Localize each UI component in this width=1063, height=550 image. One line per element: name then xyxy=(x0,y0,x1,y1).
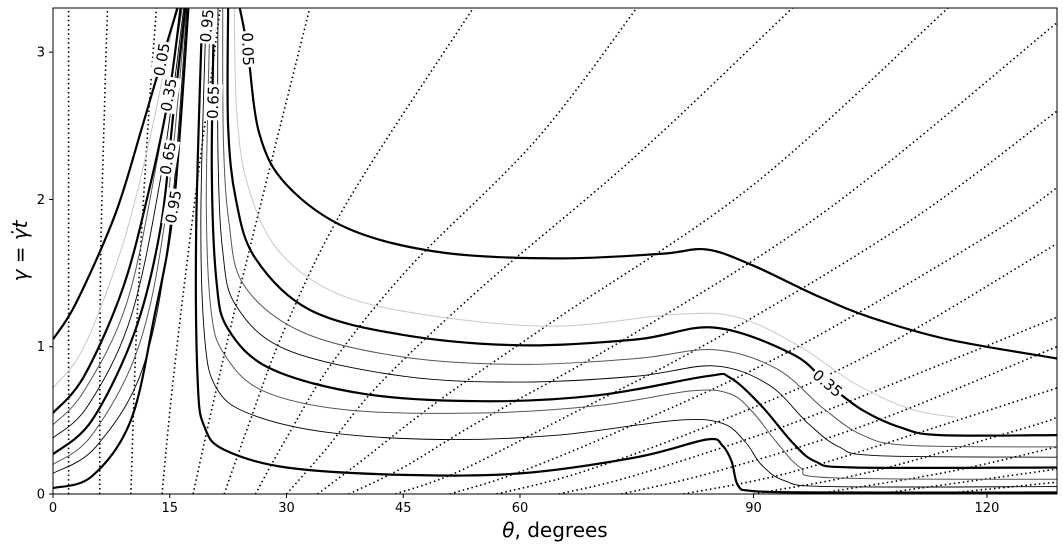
dotted-curve-12 xyxy=(496,242,1057,494)
x-axis-label-symbol: θ xyxy=(502,518,514,542)
contour-label-text: 0.95 xyxy=(197,8,218,43)
dotted-curve-7 xyxy=(285,8,793,494)
x-tick-label: 60 xyxy=(512,501,529,516)
contour-label-background xyxy=(203,83,223,121)
contour-label-text: 0.05 xyxy=(150,41,174,77)
x-tick-label: 30 xyxy=(278,501,295,516)
contour-label-background xyxy=(157,75,181,115)
x-tick-label: 90 xyxy=(745,501,762,516)
x-axis-label-text: , degrees xyxy=(515,518,608,542)
contour-label-background xyxy=(807,365,847,402)
x-tick-label: 15 xyxy=(161,501,178,516)
contour-label-5: 0.65 xyxy=(156,138,181,178)
dotted-curve-15 xyxy=(683,387,1057,494)
y-tick-label: 1 xyxy=(37,340,45,355)
contour-curve-045-14 xyxy=(222,8,1057,448)
contour-label-text: 0.95 xyxy=(162,189,186,225)
contour-curve-095-8 xyxy=(53,8,190,490)
contour-label-6: 0.95 xyxy=(161,187,186,227)
dotted-curve-16 xyxy=(753,416,1057,494)
contour-label-background xyxy=(237,30,258,68)
dotted-curve-8 xyxy=(317,8,949,494)
contour-label-background xyxy=(196,6,218,45)
y-axis-ticks: 0 1 2 3 xyxy=(37,46,53,503)
x-tick-label: 120 xyxy=(975,501,1000,516)
contour-label-2: 0.05 xyxy=(237,30,258,68)
contour-label-text: 0.65 xyxy=(204,85,223,119)
contour-curve-035-15 xyxy=(226,8,1057,437)
contour-label-background xyxy=(156,138,181,178)
contour-curve-025-16 xyxy=(233,8,956,418)
x-axis-ticks: 0 15 30 45 60 90 120 xyxy=(49,494,1000,516)
contour-label-background xyxy=(161,187,186,227)
y-tick-label: 3 xyxy=(37,46,45,61)
contour-curve-005-17 xyxy=(238,8,1057,360)
contour-curve-025-2 xyxy=(53,8,177,389)
x-axis-label: θ, degrees xyxy=(502,518,607,542)
contour-curve-075-11 xyxy=(205,8,1057,480)
plot-frame xyxy=(52,7,1058,495)
contour-curve-075-6 xyxy=(53,8,187,465)
y-tick-label: 0 xyxy=(37,488,45,503)
contour-label-1: 0.95 xyxy=(196,6,218,45)
contour-curve-095-9 xyxy=(194,8,1057,494)
dotted-curve-5 xyxy=(223,8,474,494)
contour-curve-085-7 xyxy=(53,8,188,474)
contour-label-0: 0.05 xyxy=(150,40,174,79)
y-axis-label: γ = γ̇t xyxy=(8,219,32,281)
dotted-curve-14 xyxy=(621,345,1057,494)
contour-curve-085-10 xyxy=(200,8,1057,488)
contour-curves xyxy=(53,8,1057,494)
dotted-curve-9 xyxy=(348,22,1057,494)
contour-label-4: 0.65 xyxy=(203,83,223,121)
contour-label-text: 0.35 xyxy=(157,77,181,113)
contour-labels: 0.050.950.050.35 0.650.650.950.35 xyxy=(150,6,847,402)
contour-label-background xyxy=(150,40,174,79)
dotted-curve-19 xyxy=(940,481,1057,494)
contour-label-3: 0.35 xyxy=(157,75,181,115)
contour-label-text: 0.65 xyxy=(156,140,180,176)
dotted-curve-18 xyxy=(877,468,1057,494)
dotted-curve-1 xyxy=(98,8,109,494)
x-tick-label: 45 xyxy=(395,501,412,516)
dotted-curve-11 xyxy=(449,187,1057,494)
contour-curve-065-12 xyxy=(210,8,1057,470)
x-tick-label: 0 xyxy=(49,501,57,516)
y-tick-label: 2 xyxy=(37,193,45,208)
dotted-curve-6 xyxy=(254,8,638,494)
contour-label-text: 0.05 xyxy=(238,32,257,66)
contour-curve-055-13 xyxy=(217,8,1057,458)
